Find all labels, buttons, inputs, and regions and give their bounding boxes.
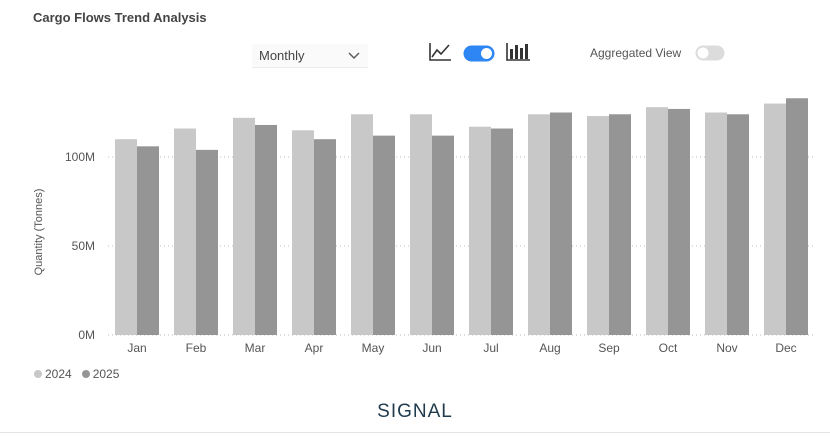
bar-2025-mar <box>255 124 277 336</box>
bar-2024-mar <box>233 117 255 335</box>
bar-2024-oct <box>646 107 668 335</box>
brand-logo: SIGNAL <box>377 401 453 422</box>
legend-label: 2025 <box>92 367 120 381</box>
x-tick-label: Oct <box>659 341 678 355</box>
bar-2024-aug <box>528 114 550 335</box>
aggregated-view-label: Aggregated View <box>590 46 682 60</box>
x-tick-label: May <box>362 341 385 355</box>
bar-2025-aug <box>550 112 572 335</box>
x-tick-label: Jul <box>483 341 498 355</box>
legend-item-2025[interactable]: 2025 <box>81 367 120 381</box>
bar-2025-nov <box>727 114 749 335</box>
bar-2024-jul <box>469 126 491 336</box>
x-tick-label: Dec <box>775 341 796 355</box>
y-tick-label: 0M <box>78 328 95 342</box>
legend-swatch <box>81 370 90 378</box>
footer-divider <box>0 432 830 433</box>
y-axis-label: Quantity (Tonnes) <box>33 189 45 276</box>
legend-swatch <box>34 370 42 378</box>
bar-chart-icon[interactable] <box>505 42 531 62</box>
period-select[interactable]: Monthly <box>252 44 368 68</box>
y-tick-label: 50M <box>72 239 95 253</box>
chevron-down-icon <box>348 52 360 60</box>
x-tick-label: Sep <box>598 341 620 355</box>
bar-2025-jun <box>432 135 454 335</box>
bar-2024-jun <box>410 114 432 335</box>
x-tick-label: Aug <box>539 341 560 355</box>
bar-2025-oct <box>668 108 690 335</box>
bar-2025-sep <box>609 114 631 335</box>
x-tick-label: Apr <box>305 341 324 355</box>
line-chart-icon[interactable] <box>428 42 452 62</box>
legend-item-2024[interactable]: 2024 <box>34 367 72 381</box>
bar-2024-dec <box>764 103 786 335</box>
y-tick-label: 100M <box>65 150 95 164</box>
x-tick-label: Feb <box>186 341 207 355</box>
chart-type-toggle[interactable] <box>463 45 495 62</box>
bar-2025-may <box>373 135 395 335</box>
x-tick-label: Jun <box>422 341 441 355</box>
x-tick-label: Nov <box>716 341 737 355</box>
bar-2024-may <box>351 114 373 335</box>
x-tick-label: Mar <box>245 341 266 355</box>
aggregated-view-toggle[interactable] <box>695 45 725 66</box>
bar-chart: 0M 50M 100M Quantity (Tonnes) Jan Feb Mar Apr Ma… <box>33 98 816 355</box>
period-select-value: Monthly <box>259 48 305 63</box>
bar-2025-apr <box>314 139 336 335</box>
legend: 2024 2025 <box>34 367 119 381</box>
chart-title: Cargo Flows Trend Analysis <box>33 10 207 25</box>
bar-2024-apr <box>292 130 314 335</box>
bar-2024-feb <box>174 128 196 335</box>
bar-2025-feb <box>196 149 218 335</box>
bar-2024-nov <box>705 112 727 335</box>
x-tick-label: Jan <box>127 341 146 355</box>
legend-label: 2024 <box>45 367 72 381</box>
bar-2024-jan <box>115 139 137 335</box>
bar-2025-dec <box>786 98 808 335</box>
bar-2025-jan <box>137 146 159 335</box>
bar-2024-sep <box>587 116 609 335</box>
bar-2025-jul <box>491 128 513 335</box>
